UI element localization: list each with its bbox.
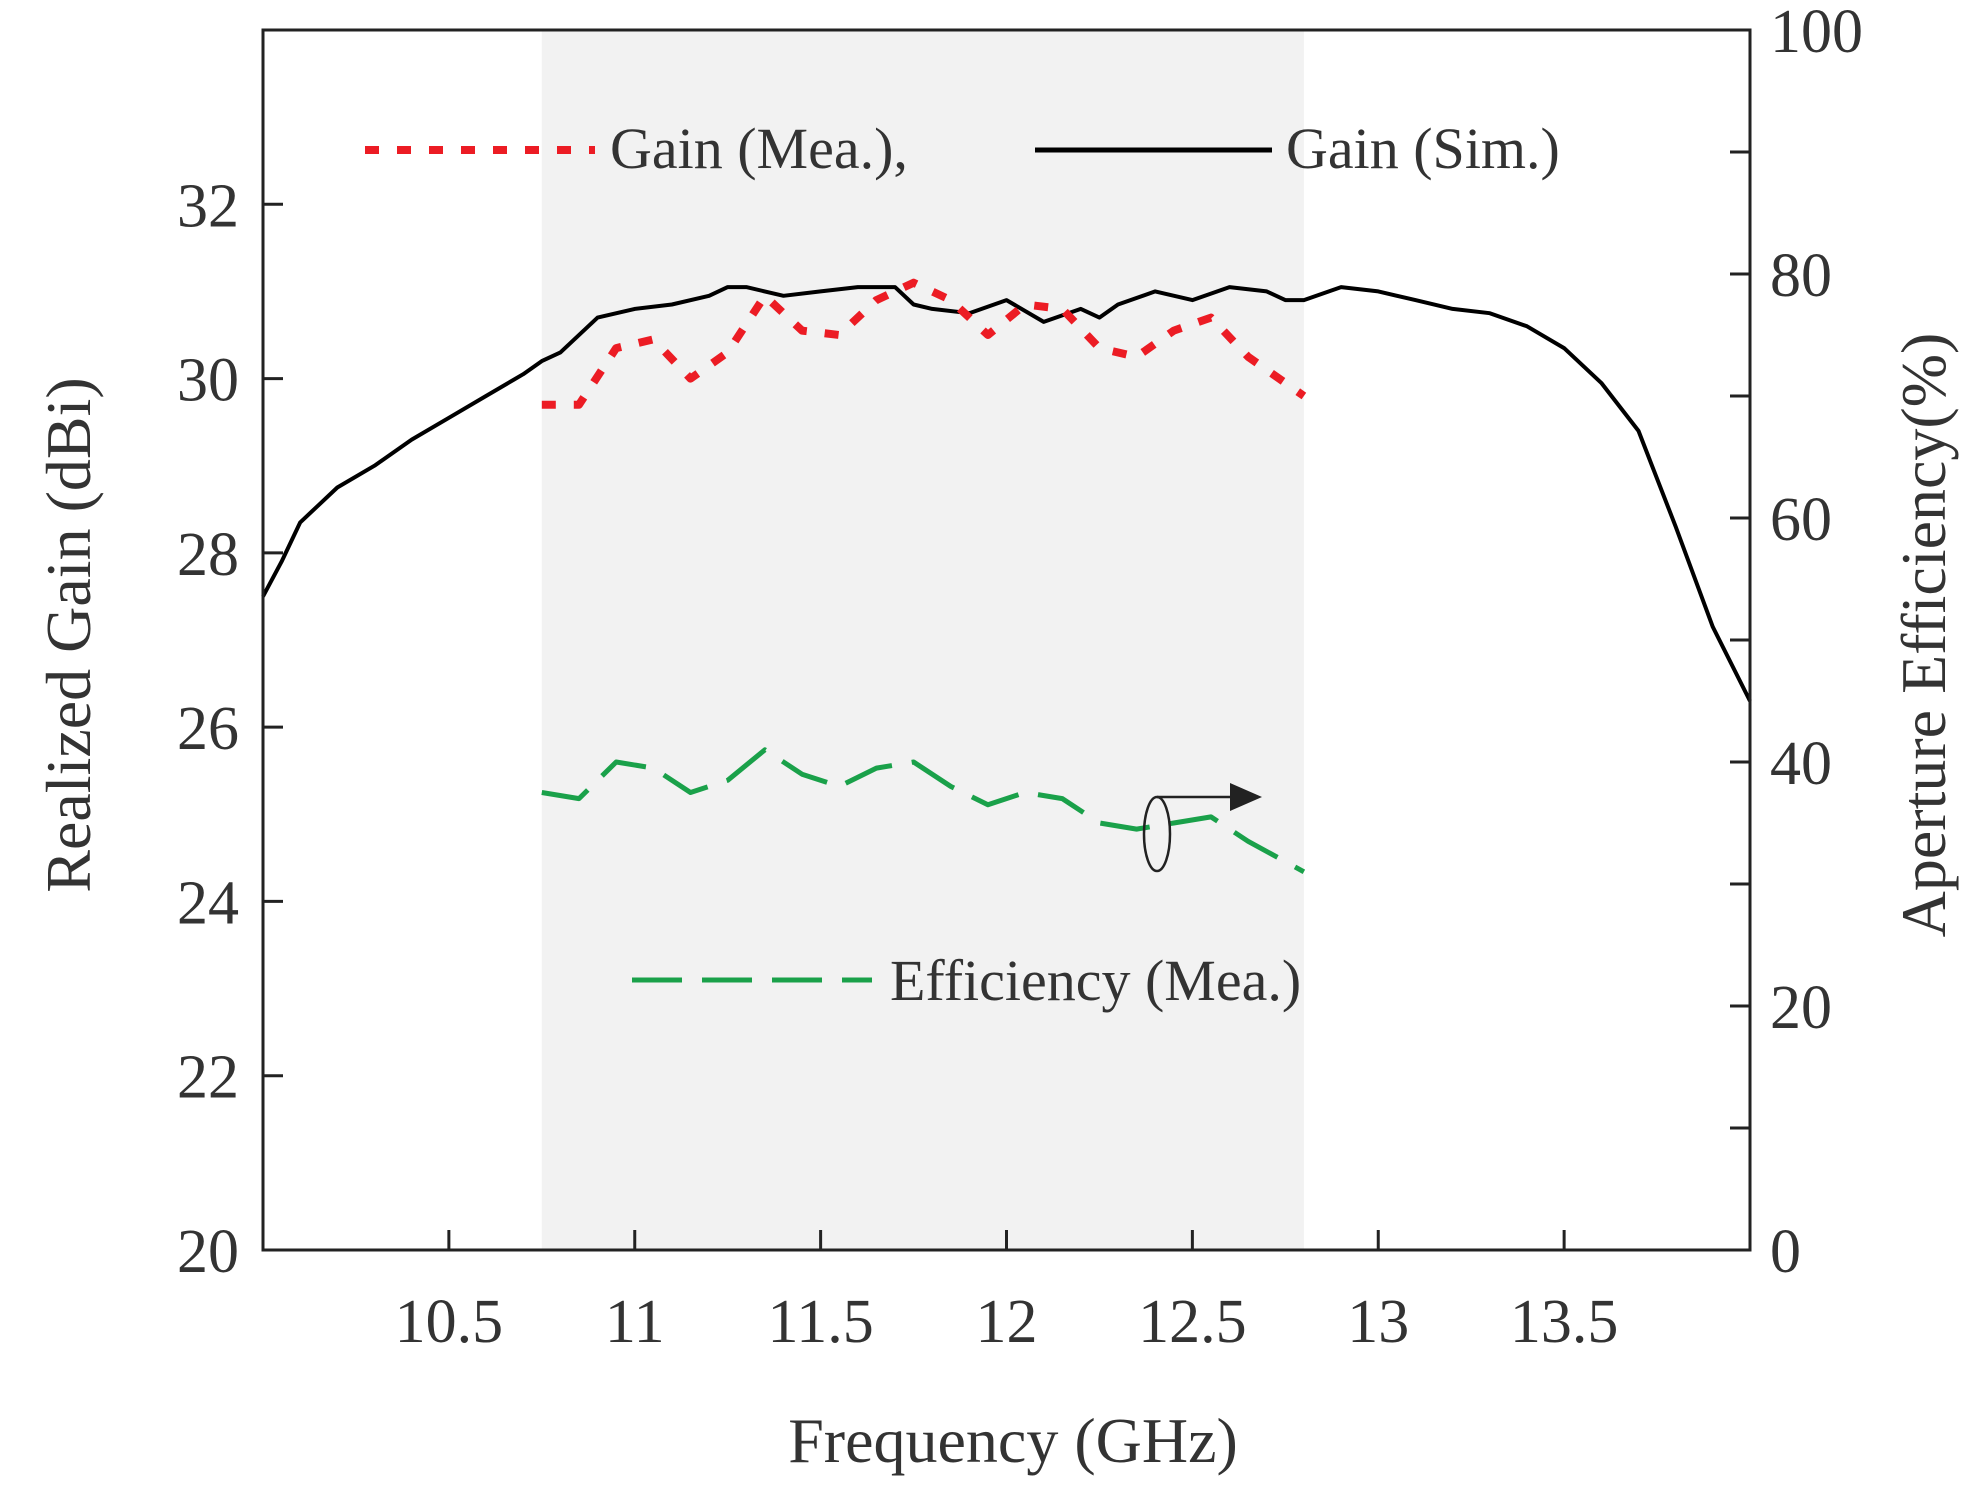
legend-label-efficiency: Efficiency (Mea.) <box>890 948 1301 1013</box>
x-tick-label: 12.5 <box>1138 1288 1247 1356</box>
x-tick-label: 11 <box>605 1288 665 1356</box>
y-tick-label: 28 <box>177 521 239 589</box>
series-layer <box>261 278 1752 874</box>
y2-tick-label: 0 <box>1770 1218 1801 1286</box>
y2-tick-label: 60 <box>1770 486 1832 554</box>
y2-tick-label: 20 <box>1770 974 1832 1042</box>
y-tick-label: 32 <box>177 172 239 240</box>
legend-gain: Gain (Mea.), Gain (Sim.) <box>365 116 1560 181</box>
right-axis-pointer <box>1142 783 1262 873</box>
y2-tick-label: 80 <box>1770 242 1832 310</box>
y2-tick-label: 40 <box>1770 730 1832 798</box>
series-line-gain-mea <box>541 278 1307 409</box>
arrow-right-icon <box>1230 783 1262 811</box>
y-tick-label: 22 <box>177 1044 239 1112</box>
x-tick-label: 12 <box>976 1288 1038 1356</box>
series-line-gain-sim <box>261 285 1752 702</box>
y-tick-label: 30 <box>177 347 239 415</box>
x-tick-label: 11.5 <box>768 1288 874 1356</box>
ticks-layer <box>263 28 1750 1252</box>
x-tick-label: 10.5 <box>395 1288 504 1356</box>
y-axis-label: Realized Gain (dBi) <box>33 377 104 892</box>
tick-labels: 10.5 11 11.5 12 12.5 13 13.5 20 22 24 26 28 30 32 0 20 4… <box>177 0 1863 1356</box>
x-tick-label: 13 <box>1347 1288 1409 1356</box>
y-tick-label: 20 <box>177 1218 239 1286</box>
legend-label-gain-mea: Gain (Mea.), <box>610 116 908 181</box>
y2-tick-label: 100 <box>1770 0 1863 66</box>
x-axis-label: Frequency (GHz) <box>788 1405 1238 1476</box>
y-tick-label: 24 <box>177 869 239 937</box>
y2-axis-label: Aperture Efficiency(%) <box>1888 333 1959 938</box>
y-tick-label: 26 <box>177 695 239 763</box>
series-line-efficiency-mea <box>541 747 1306 874</box>
x-tick-label: 13.5 <box>1510 1288 1619 1356</box>
legend-label-gain-sim: Gain (Sim.) <box>1286 116 1560 181</box>
shaded-band <box>541 30 1304 1250</box>
legend-efficiency: Efficiency (Mea.) <box>632 948 1301 1013</box>
